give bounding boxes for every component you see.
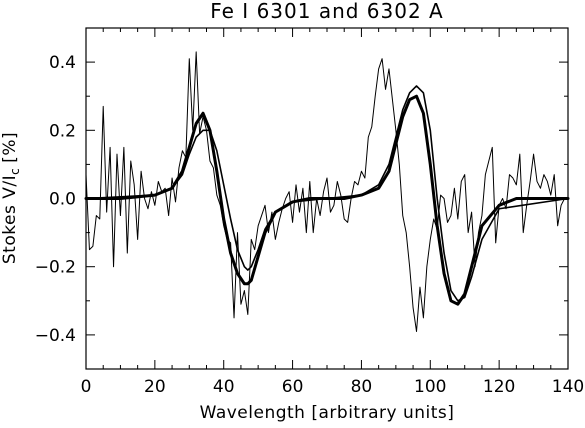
y-tick-label: −0.2: [35, 258, 76, 278]
series-line-medium-fit: [85, 85, 569, 302]
y-tick-label: 0.0: [49, 190, 76, 210]
x-tick-label: 0: [81, 377, 92, 397]
y-axis-label-main: Stokes V/I: [0, 175, 20, 264]
x-tick-label: 60: [282, 377, 304, 397]
y-tick-label: −0.4: [35, 326, 76, 346]
x-tick-label: 140: [552, 377, 584, 397]
y-axis-label: Stokes V/Ic [%]: [0, 132, 22, 264]
y-tick-label: 0.2: [49, 121, 76, 141]
series-line-thin-noisy: [85, 51, 569, 332]
x-axis: 0 20 40 60 80 100 120 140: [81, 28, 584, 397]
series-layer: [84, 51, 570, 332]
x-axis-label: Wavelength [arbitrary units]: [200, 403, 455, 423]
x-tick-label: 40: [213, 377, 235, 397]
x-tick-label: 100: [414, 377, 446, 397]
y-tick-label: 0.4: [49, 53, 76, 73]
chart-title: Fe I 6301 and 6302 A: [210, 0, 444, 23]
x-tick-label: 20: [144, 377, 166, 397]
y-axis: −0.4 −0.2 0.0 0.2 0.4: [35, 27, 568, 370]
x-tick-label: 80: [351, 377, 373, 397]
x-tick-label: 120: [483, 377, 515, 397]
y-axis-label-subscript: c: [8, 168, 22, 175]
series-line-thick-fit: [84, 94, 570, 306]
y-axis-label-unit: [%]: [0, 132, 20, 163]
